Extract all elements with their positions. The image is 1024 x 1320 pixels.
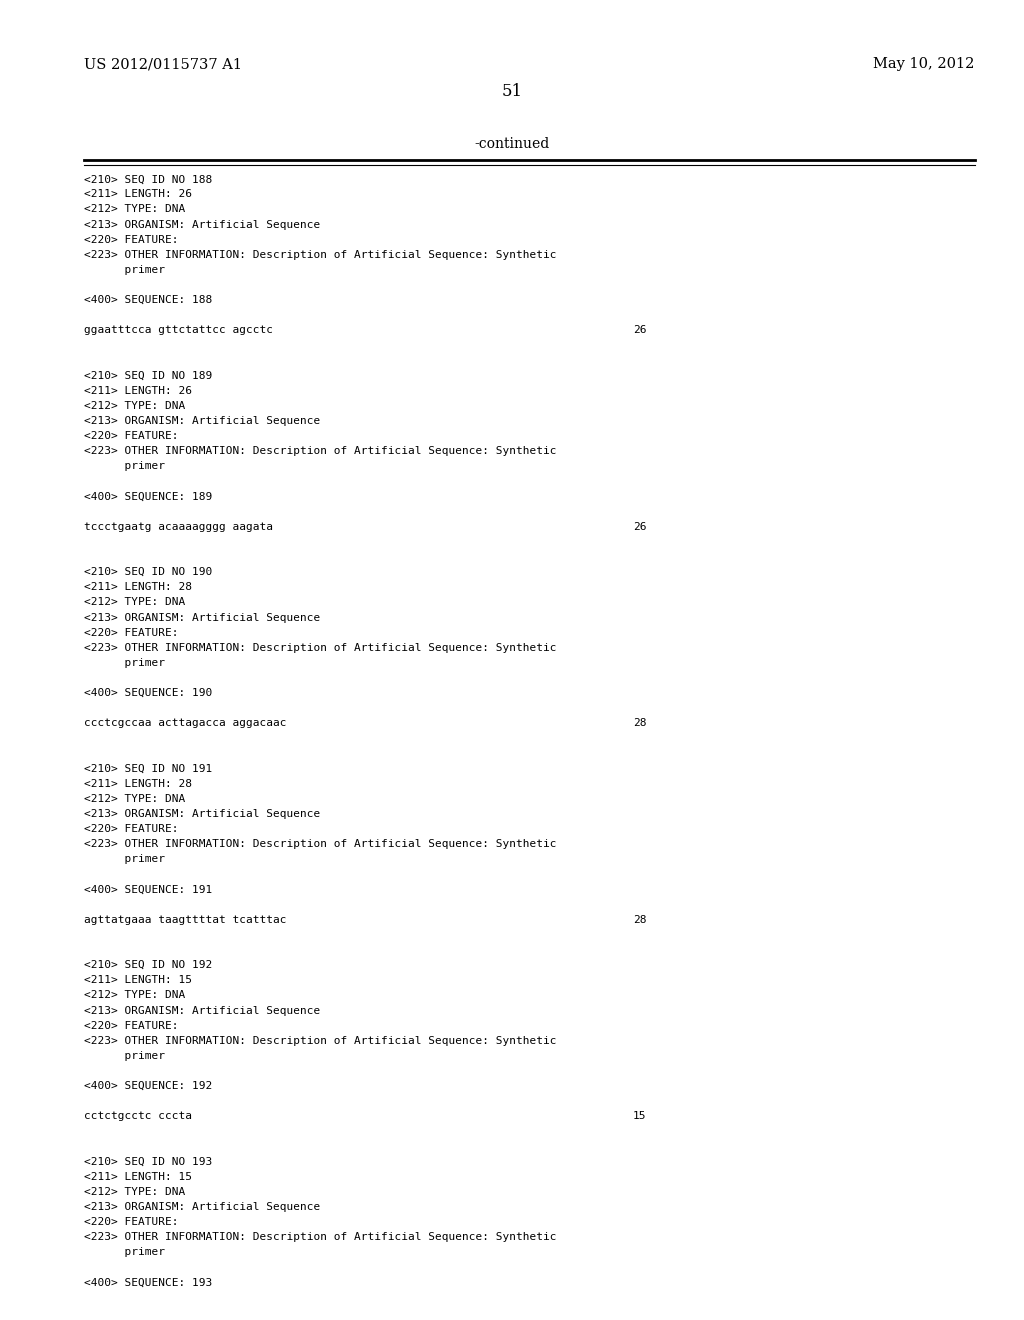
Text: <211> LENGTH: 15: <211> LENGTH: 15	[84, 1172, 191, 1181]
Text: primer: primer	[84, 462, 165, 471]
Text: primer: primer	[84, 1051, 165, 1061]
Text: <400> SEQUENCE: 190: <400> SEQUENCE: 190	[84, 688, 212, 698]
Text: <213> ORGANISM: Artificial Sequence: <213> ORGANISM: Artificial Sequence	[84, 1203, 321, 1212]
Text: <211> LENGTH: 26: <211> LENGTH: 26	[84, 385, 191, 396]
Text: <210> SEQ ID NO 190: <210> SEQ ID NO 190	[84, 568, 212, 577]
Text: primer: primer	[84, 1247, 165, 1258]
Text: 51: 51	[502, 82, 522, 99]
Text: <213> ORGANISM: Artificial Sequence: <213> ORGANISM: Artificial Sequence	[84, 416, 321, 426]
Text: <220> FEATURE:: <220> FEATURE:	[84, 628, 178, 638]
Text: 28: 28	[633, 718, 646, 729]
Text: <223> OTHER INFORMATION: Description of Artificial Sequence: Synthetic: <223> OTHER INFORMATION: Description of …	[84, 643, 556, 653]
Text: <220> FEATURE:: <220> FEATURE:	[84, 235, 178, 244]
Text: <213> ORGANISM: Artificial Sequence: <213> ORGANISM: Artificial Sequence	[84, 219, 321, 230]
Text: <400> SEQUENCE: 192: <400> SEQUENCE: 192	[84, 1081, 212, 1092]
Text: <210> SEQ ID NO 189: <210> SEQ ID NO 189	[84, 371, 212, 380]
Text: tccctgaatg acaaaagggg aagata: tccctgaatg acaaaagggg aagata	[84, 521, 273, 532]
Text: <210> SEQ ID NO 191: <210> SEQ ID NO 191	[84, 764, 212, 774]
Text: <212> TYPE: DNA: <212> TYPE: DNA	[84, 598, 185, 607]
Text: <213> ORGANISM: Artificial Sequence: <213> ORGANISM: Artificial Sequence	[84, 1006, 321, 1015]
Text: <220> FEATURE:: <220> FEATURE:	[84, 432, 178, 441]
Text: <400> SEQUENCE: 188: <400> SEQUENCE: 188	[84, 296, 212, 305]
Text: <220> FEATURE:: <220> FEATURE:	[84, 1020, 178, 1031]
Text: <220> FEATURE:: <220> FEATURE:	[84, 1217, 178, 1228]
Text: <223> OTHER INFORMATION: Description of Artificial Sequence: Synthetic: <223> OTHER INFORMATION: Description of …	[84, 840, 556, 849]
Text: primer: primer	[84, 657, 165, 668]
Text: <400> SEQUENCE: 193: <400> SEQUENCE: 193	[84, 1278, 212, 1287]
Text: <210> SEQ ID NO 192: <210> SEQ ID NO 192	[84, 960, 212, 970]
Text: primer: primer	[84, 265, 165, 275]
Text: <211> LENGTH: 15: <211> LENGTH: 15	[84, 975, 191, 985]
Text: -continued: -continued	[474, 137, 550, 152]
Text: ccctcgccaa acttagacca aggacaac: ccctcgccaa acttagacca aggacaac	[84, 718, 287, 729]
Text: primer: primer	[84, 854, 165, 865]
Text: US 2012/0115737 A1: US 2012/0115737 A1	[84, 58, 242, 71]
Text: <223> OTHER INFORMATION: Description of Artificial Sequence: Synthetic: <223> OTHER INFORMATION: Description of …	[84, 446, 556, 457]
Text: 15: 15	[633, 1111, 646, 1121]
Text: <213> ORGANISM: Artificial Sequence: <213> ORGANISM: Artificial Sequence	[84, 612, 321, 623]
Text: 28: 28	[633, 915, 646, 925]
Text: <212> TYPE: DNA: <212> TYPE: DNA	[84, 205, 185, 214]
Text: <212> TYPE: DNA: <212> TYPE: DNA	[84, 990, 185, 1001]
Text: ggaatttcca gttctattcc agcctc: ggaatttcca gttctattcc agcctc	[84, 326, 273, 335]
Text: <212> TYPE: DNA: <212> TYPE: DNA	[84, 793, 185, 804]
Text: <212> TYPE: DNA: <212> TYPE: DNA	[84, 1187, 185, 1197]
Text: <220> FEATURE:: <220> FEATURE:	[84, 824, 178, 834]
Text: <211> LENGTH: 26: <211> LENGTH: 26	[84, 189, 191, 199]
Text: May 10, 2012: May 10, 2012	[873, 58, 975, 71]
Text: agttatgaaa taagttttat tcatttac: agttatgaaa taagttttat tcatttac	[84, 915, 287, 925]
Text: <210> SEQ ID NO 188: <210> SEQ ID NO 188	[84, 174, 212, 185]
Text: <212> TYPE: DNA: <212> TYPE: DNA	[84, 401, 185, 411]
Text: <223> OTHER INFORMATION: Description of Artificial Sequence: Synthetic: <223> OTHER INFORMATION: Description of …	[84, 249, 556, 260]
Text: cctctgcctc cccta: cctctgcctc cccta	[84, 1111, 191, 1121]
Text: <210> SEQ ID NO 193: <210> SEQ ID NO 193	[84, 1156, 212, 1167]
Text: <223> OTHER INFORMATION: Description of Artificial Sequence: Synthetic: <223> OTHER INFORMATION: Description of …	[84, 1233, 556, 1242]
Text: <211> LENGTH: 28: <211> LENGTH: 28	[84, 779, 191, 789]
Text: 26: 26	[633, 521, 646, 532]
Text: <400> SEQUENCE: 191: <400> SEQUENCE: 191	[84, 884, 212, 895]
Text: <400> SEQUENCE: 189: <400> SEQUENCE: 189	[84, 491, 212, 502]
Text: <213> ORGANISM: Artificial Sequence: <213> ORGANISM: Artificial Sequence	[84, 809, 321, 818]
Text: <211> LENGTH: 28: <211> LENGTH: 28	[84, 582, 191, 593]
Text: 26: 26	[633, 326, 646, 335]
Text: <223> OTHER INFORMATION: Description of Artificial Sequence: Synthetic: <223> OTHER INFORMATION: Description of …	[84, 1036, 556, 1045]
